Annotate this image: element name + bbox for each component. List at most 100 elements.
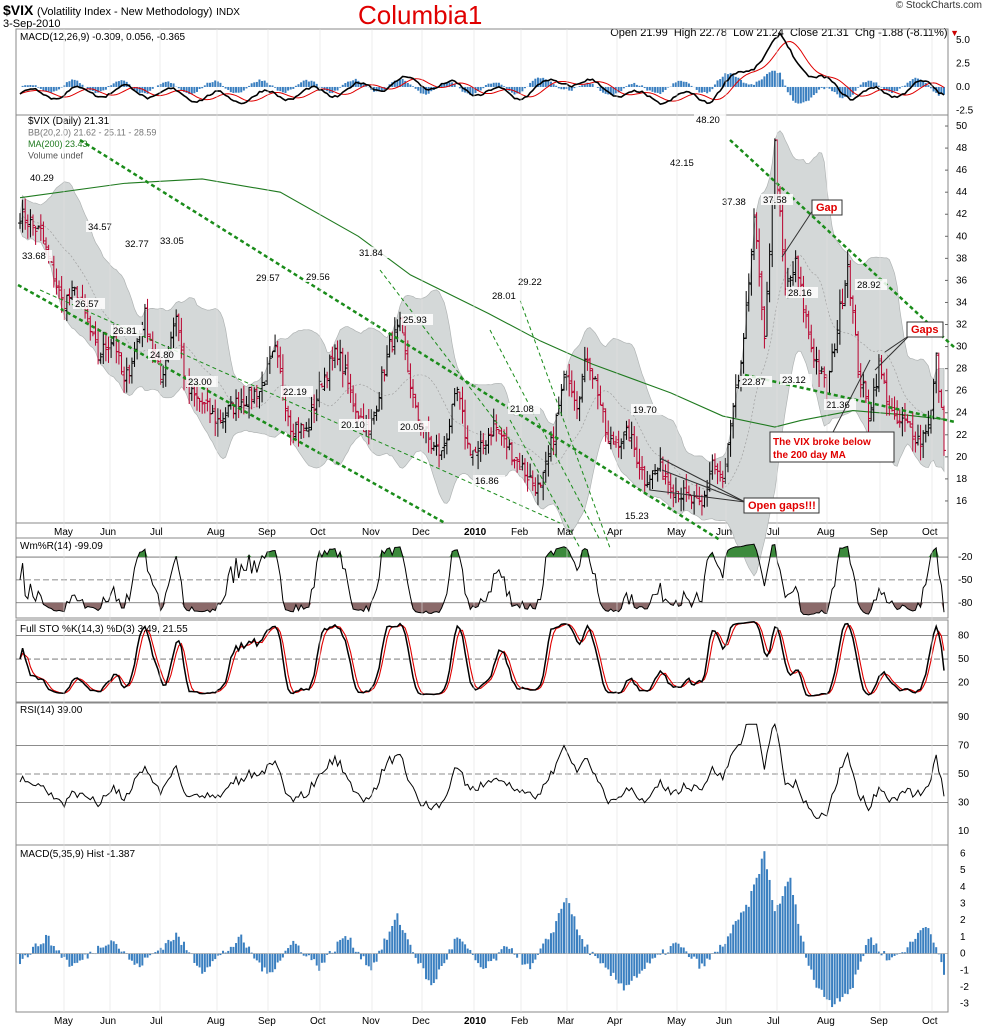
macd-hist-bar xyxy=(214,80,217,87)
macd-hist-bar xyxy=(664,953,667,955)
gaps-callout-box xyxy=(906,321,944,338)
macd-hist-bar xyxy=(289,86,292,90)
macd-hist-bar xyxy=(643,86,646,89)
macd-hist-bar xyxy=(458,938,461,954)
rsi-label: RSI(14) 39.00 xyxy=(20,705,83,716)
macd-hist-bar xyxy=(287,86,290,91)
macd-hist-bar xyxy=(565,897,568,954)
macd-hist-bar xyxy=(739,912,742,954)
macd-hist-bar xyxy=(505,946,508,954)
macd-hist-bar xyxy=(716,951,719,954)
macd-hist-bar xyxy=(104,86,107,90)
macd-hist-bar xyxy=(279,86,282,92)
price-label-bg xyxy=(516,276,548,287)
macd-hist-bar xyxy=(797,923,800,954)
macd-hist-bar xyxy=(474,86,477,94)
macd-hist-bar xyxy=(367,953,370,967)
macd-hist-bar xyxy=(107,86,110,87)
macd-hist-bar xyxy=(143,953,146,958)
macd-hist-bar xyxy=(99,947,102,954)
macd-hist-bar xyxy=(159,83,162,87)
macd-hist-bar xyxy=(487,83,490,87)
macd-hist-bar xyxy=(240,86,243,93)
price-label-text: 22.19 xyxy=(283,387,307,398)
macd-hist-bar xyxy=(932,86,935,92)
macd-hist-bar xyxy=(193,953,196,963)
watermark: © StockCharts.com xyxy=(895,0,982,11)
macd-hist-bar xyxy=(844,953,847,994)
macd-hist-bar xyxy=(432,953,435,983)
chart-header: $VIX (Volatility Index - New Methodology… xyxy=(3,2,240,18)
macd-hist-bar xyxy=(284,950,287,954)
macd-hist-bar xyxy=(102,86,105,91)
macd-hist-bar xyxy=(136,86,139,92)
macd-hist-bar xyxy=(235,943,238,954)
price-label-bg xyxy=(401,314,433,325)
macd-hist-bar xyxy=(901,86,904,87)
macd-hist-bar xyxy=(164,943,167,954)
macd-ytick-label: 0.0 xyxy=(956,82,970,93)
macd-hist-bar xyxy=(531,953,534,964)
macd-hist-bar xyxy=(399,924,402,954)
price-label-text: 37.38 xyxy=(722,197,746,208)
macd-hist-bar xyxy=(635,84,638,87)
month-label-bottom: Feb xyxy=(511,1016,529,1027)
macd-hist-bar xyxy=(542,943,545,954)
price-legend-item: BB(20,2.0) 21.62 - 25.11 - 28.59 xyxy=(28,128,156,138)
macd-hist-bar xyxy=(68,953,71,967)
month-label-top: Jul xyxy=(150,527,163,538)
month-label-top: Nov xyxy=(362,527,380,538)
macd-hist-bar xyxy=(659,86,662,94)
price-label-text: 40.29 xyxy=(30,173,54,184)
macd-hist-bar xyxy=(659,953,662,955)
price-ytick-label: 44 xyxy=(956,187,968,198)
macd-hist-bar xyxy=(864,945,867,954)
macd-hist-bar xyxy=(443,83,446,87)
macd-hist-bar xyxy=(357,951,360,954)
sto-ytick-label: 50 xyxy=(958,654,970,665)
macd-hist-bar xyxy=(521,953,524,965)
macd-hist-bar xyxy=(557,86,560,89)
macd-hist-bar xyxy=(854,86,857,91)
macd-hist-bar xyxy=(393,80,396,87)
macd-hist-bar xyxy=(294,943,297,954)
rsi-ytick-label: 10 xyxy=(958,826,970,837)
macd-hist-bar xyxy=(151,86,154,89)
macd-hist-bar xyxy=(32,85,35,87)
macd-hist-bar xyxy=(235,86,238,93)
price-label: 32.77 xyxy=(123,238,155,250)
macd-hist-bar xyxy=(362,83,365,87)
price-label: 23.00 xyxy=(186,376,218,388)
price-label: 33.68 xyxy=(20,250,52,262)
macd-hist-bar xyxy=(440,953,443,966)
macd-hist-bar xyxy=(261,953,264,972)
macd-hist-bar xyxy=(510,948,513,954)
callout-line-2 xyxy=(884,334,911,353)
macd-hist-bar xyxy=(805,86,808,102)
macd-hist-bar xyxy=(849,86,852,98)
price-legend-item: MA(200) 23.43 xyxy=(28,139,88,149)
macd-hist-bar xyxy=(789,86,792,96)
macd-hist-bar xyxy=(380,86,383,91)
macd-hist-bar xyxy=(750,84,753,87)
macd-hist-bar xyxy=(300,952,303,954)
price-label-bg xyxy=(28,172,60,183)
macd-hist-bar xyxy=(661,949,664,954)
macd-hist-bar xyxy=(55,86,58,91)
price-label-bg xyxy=(694,114,726,125)
macd-hist-bar xyxy=(927,85,930,87)
macd-hist-bar xyxy=(643,953,646,969)
macd-hist-bar xyxy=(58,86,61,90)
panel-frame-hist xyxy=(15,844,949,1013)
macd-hist-bar xyxy=(479,953,482,968)
macd-hist-bar xyxy=(307,953,310,956)
macd-hist-bar xyxy=(117,948,120,954)
macd-hist-bar xyxy=(372,953,375,963)
macd-hist-bar xyxy=(167,81,170,87)
macd-hist-bar xyxy=(281,86,284,93)
price-label-text: 19.70 xyxy=(633,405,657,416)
macd-hist-bar xyxy=(461,86,464,92)
macd-hist-bar xyxy=(274,953,277,970)
macd-hist-bar xyxy=(469,949,472,954)
macd-hist-bar xyxy=(768,72,771,87)
